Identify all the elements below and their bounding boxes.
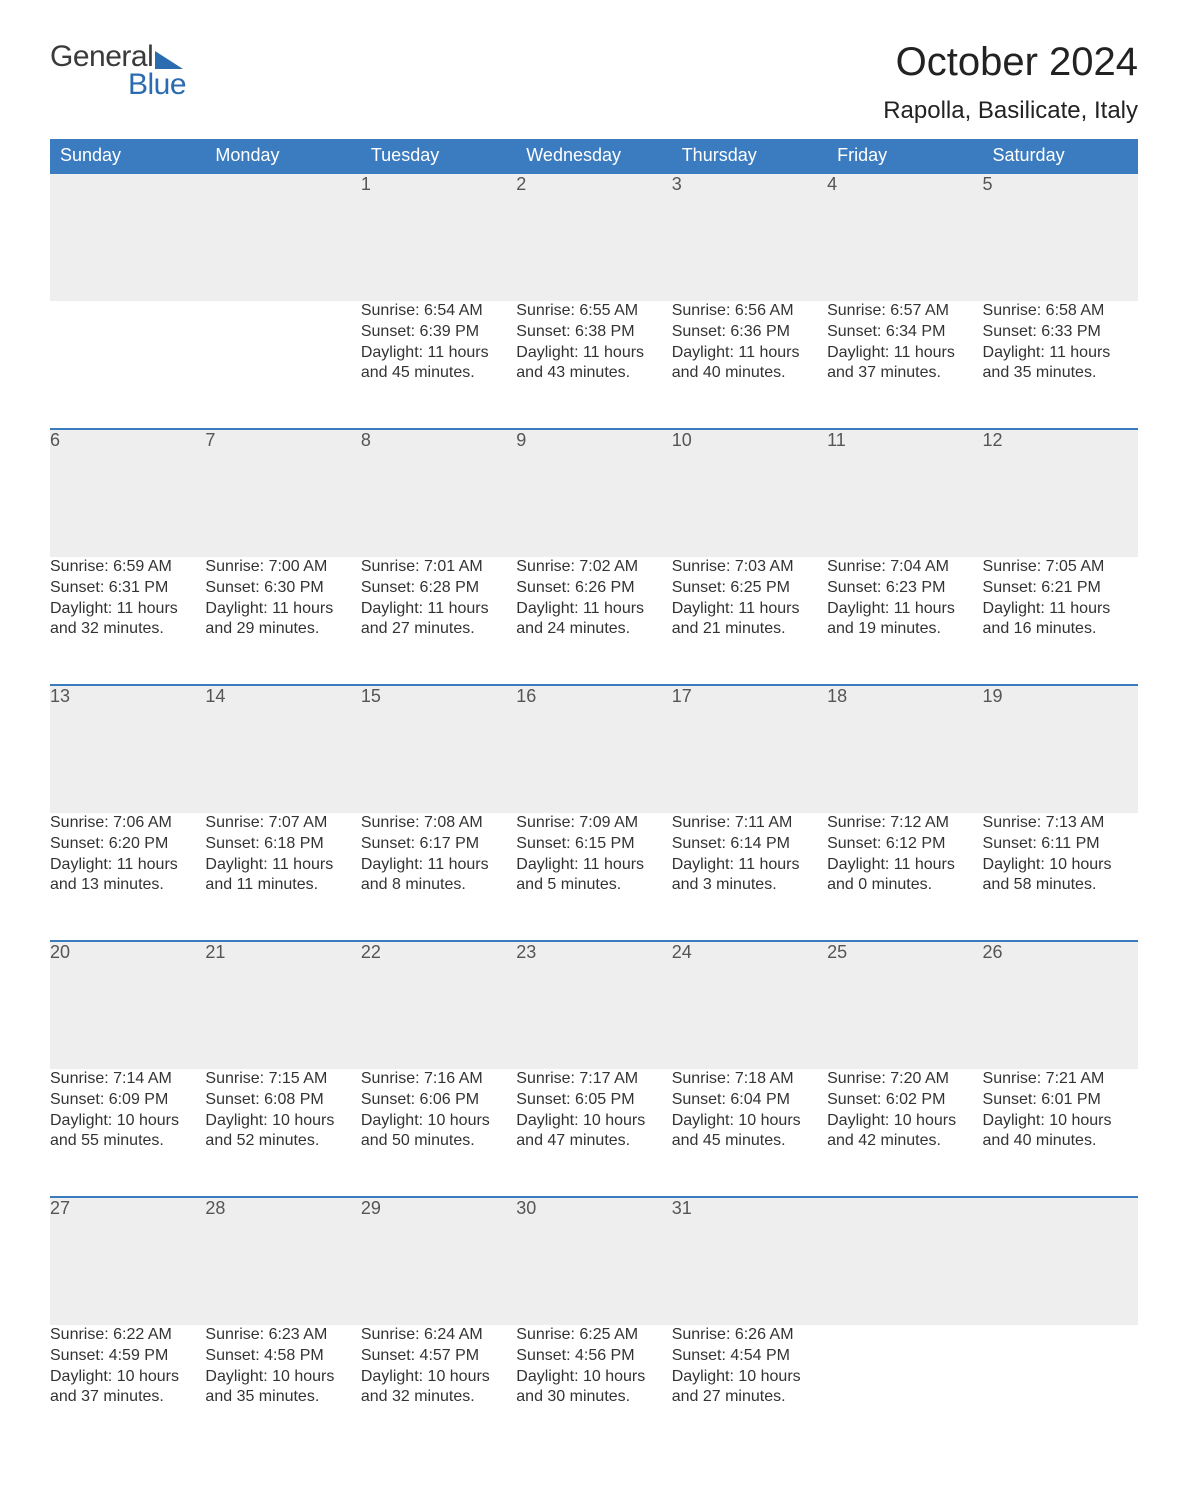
day-number: 22 [361, 941, 516, 1069]
empty-cell [50, 301, 205, 429]
day-header: Saturday [983, 139, 1138, 173]
day-cell: Sunrise: 7:07 AMSunset: 6:18 PMDaylight:… [205, 813, 360, 941]
day-header: Tuesday [361, 139, 516, 173]
day-cell: Sunrise: 7:04 AMSunset: 6:23 PMDaylight:… [827, 557, 982, 685]
day-cell: Sunrise: 7:08 AMSunset: 6:17 PMDaylight:… [361, 813, 516, 941]
day-cell: Sunrise: 6:57 AMSunset: 6:34 PMDaylight:… [827, 301, 982, 429]
day-number-row: 13141516171819 [50, 685, 1138, 813]
day-number: 31 [672, 1197, 827, 1325]
empty-cell [983, 1197, 1138, 1325]
day-number-row: 6789101112 [50, 429, 1138, 557]
day-number: 7 [205, 429, 360, 557]
title-block: October 2024 Rapolla, Basilicate, Italy [883, 40, 1138, 125]
day-number: 24 [672, 941, 827, 1069]
day-cell: Sunrise: 7:15 AMSunset: 6:08 PMDaylight:… [205, 1069, 360, 1197]
day-cell: Sunrise: 7:21 AMSunset: 6:01 PMDaylight:… [983, 1069, 1138, 1197]
empty-cell [827, 1197, 982, 1325]
day-number: 9 [516, 429, 671, 557]
day-number: 13 [50, 685, 205, 813]
day-number: 4 [827, 173, 982, 301]
day-body-row: Sunrise: 6:59 AMSunset: 6:31 PMDaylight:… [50, 557, 1138, 685]
day-header: Thursday [672, 139, 827, 173]
day-header: Friday [827, 139, 982, 173]
day-number: 18 [827, 685, 982, 813]
day-cell: Sunrise: 7:17 AMSunset: 6:05 PMDaylight:… [516, 1069, 671, 1197]
day-number-row: 2728293031 [50, 1197, 1138, 1325]
page-title: October 2024 [883, 40, 1138, 85]
day-number: 27 [50, 1197, 205, 1325]
logo: General Blue [50, 40, 186, 102]
day-body-row: Sunrise: 7:14 AMSunset: 6:09 PMDaylight:… [50, 1069, 1138, 1197]
day-cell: Sunrise: 6:22 AMSunset: 4:59 PMDaylight:… [50, 1325, 205, 1453]
day-number: 1 [361, 173, 516, 301]
day-number: 28 [205, 1197, 360, 1325]
day-header: Sunday [50, 139, 205, 173]
day-cell: Sunrise: 7:09 AMSunset: 6:15 PMDaylight:… [516, 813, 671, 941]
day-cell: Sunrise: 6:55 AMSunset: 6:38 PMDaylight:… [516, 301, 671, 429]
day-cell: Sunrise: 7:16 AMSunset: 6:06 PMDaylight:… [361, 1069, 516, 1197]
day-cell: Sunrise: 6:24 AMSunset: 4:57 PMDaylight:… [361, 1325, 516, 1453]
day-cell: Sunrise: 7:01 AMSunset: 6:28 PMDaylight:… [361, 557, 516, 685]
empty-cell [827, 1325, 982, 1453]
empty-cell [50, 173, 205, 301]
day-number: 10 [672, 429, 827, 557]
day-number: 8 [361, 429, 516, 557]
day-number: 12 [983, 429, 1138, 557]
day-number: 20 [50, 941, 205, 1069]
day-cell: Sunrise: 7:06 AMSunset: 6:20 PMDaylight:… [50, 813, 205, 941]
day-cell: Sunrise: 7:02 AMSunset: 6:26 PMDaylight:… [516, 557, 671, 685]
day-cell: Sunrise: 7:03 AMSunset: 6:25 PMDaylight:… [672, 557, 827, 685]
day-number: 6 [50, 429, 205, 557]
day-cell: Sunrise: 6:26 AMSunset: 4:54 PMDaylight:… [672, 1325, 827, 1453]
day-header: Wednesday [516, 139, 671, 173]
day-number: 5 [983, 173, 1138, 301]
day-number: 3 [672, 173, 827, 301]
day-cell: Sunrise: 6:54 AMSunset: 6:39 PMDaylight:… [361, 301, 516, 429]
day-number: 25 [827, 941, 982, 1069]
day-cell: Sunrise: 7:14 AMSunset: 6:09 PMDaylight:… [50, 1069, 205, 1197]
day-header: Monday [205, 139, 360, 173]
day-number: 19 [983, 685, 1138, 813]
empty-cell [205, 301, 360, 429]
day-header-row: SundayMondayTuesdayWednesdayThursdayFrid… [50, 139, 1138, 173]
day-number: 14 [205, 685, 360, 813]
calendar-table: SundayMondayTuesdayWednesdayThursdayFrid… [50, 139, 1138, 1453]
day-number: 11 [827, 429, 982, 557]
day-number: 17 [672, 685, 827, 813]
day-body-row: Sunrise: 6:54 AMSunset: 6:39 PMDaylight:… [50, 301, 1138, 429]
day-number: 15 [361, 685, 516, 813]
day-cell: Sunrise: 6:58 AMSunset: 6:33 PMDaylight:… [983, 301, 1138, 429]
day-cell: Sunrise: 7:05 AMSunset: 6:21 PMDaylight:… [983, 557, 1138, 685]
empty-cell [983, 1325, 1138, 1453]
day-number-row: 20212223242526 [50, 941, 1138, 1069]
day-cell: Sunrise: 7:18 AMSunset: 6:04 PMDaylight:… [672, 1069, 827, 1197]
logo-text-blue: Blue [128, 68, 186, 102]
day-cell: Sunrise: 7:00 AMSunset: 6:30 PMDaylight:… [205, 557, 360, 685]
day-cell: Sunrise: 7:13 AMSunset: 6:11 PMDaylight:… [983, 813, 1138, 941]
day-cell: Sunrise: 7:20 AMSunset: 6:02 PMDaylight:… [827, 1069, 982, 1197]
day-cell: Sunrise: 6:25 AMSunset: 4:56 PMDaylight:… [516, 1325, 671, 1453]
logo-wedge-icon [155, 51, 183, 69]
location-subtitle: Rapolla, Basilicate, Italy [883, 97, 1138, 125]
day-body-row: Sunrise: 7:06 AMSunset: 6:20 PMDaylight:… [50, 813, 1138, 941]
day-cell: Sunrise: 6:23 AMSunset: 4:58 PMDaylight:… [205, 1325, 360, 1453]
day-number: 16 [516, 685, 671, 813]
day-number: 21 [205, 941, 360, 1069]
day-number: 23 [516, 941, 671, 1069]
day-number-row: 12345 [50, 173, 1138, 301]
header: General Blue October 2024 Rapolla, Basil… [50, 40, 1138, 125]
empty-cell [205, 173, 360, 301]
day-number: 26 [983, 941, 1138, 1069]
day-cell: Sunrise: 7:11 AMSunset: 6:14 PMDaylight:… [672, 813, 827, 941]
day-cell: Sunrise: 7:12 AMSunset: 6:12 PMDaylight:… [827, 813, 982, 941]
day-number: 2 [516, 173, 671, 301]
day-number: 29 [361, 1197, 516, 1325]
day-cell: Sunrise: 6:56 AMSunset: 6:36 PMDaylight:… [672, 301, 827, 429]
day-body-row: Sunrise: 6:22 AMSunset: 4:59 PMDaylight:… [50, 1325, 1138, 1453]
day-number: 30 [516, 1197, 671, 1325]
day-cell: Sunrise: 6:59 AMSunset: 6:31 PMDaylight:… [50, 557, 205, 685]
